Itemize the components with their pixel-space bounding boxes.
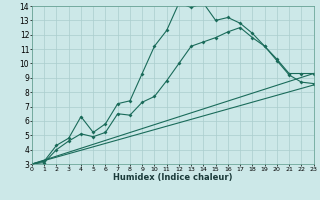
X-axis label: Humidex (Indice chaleur): Humidex (Indice chaleur): [113, 173, 233, 182]
